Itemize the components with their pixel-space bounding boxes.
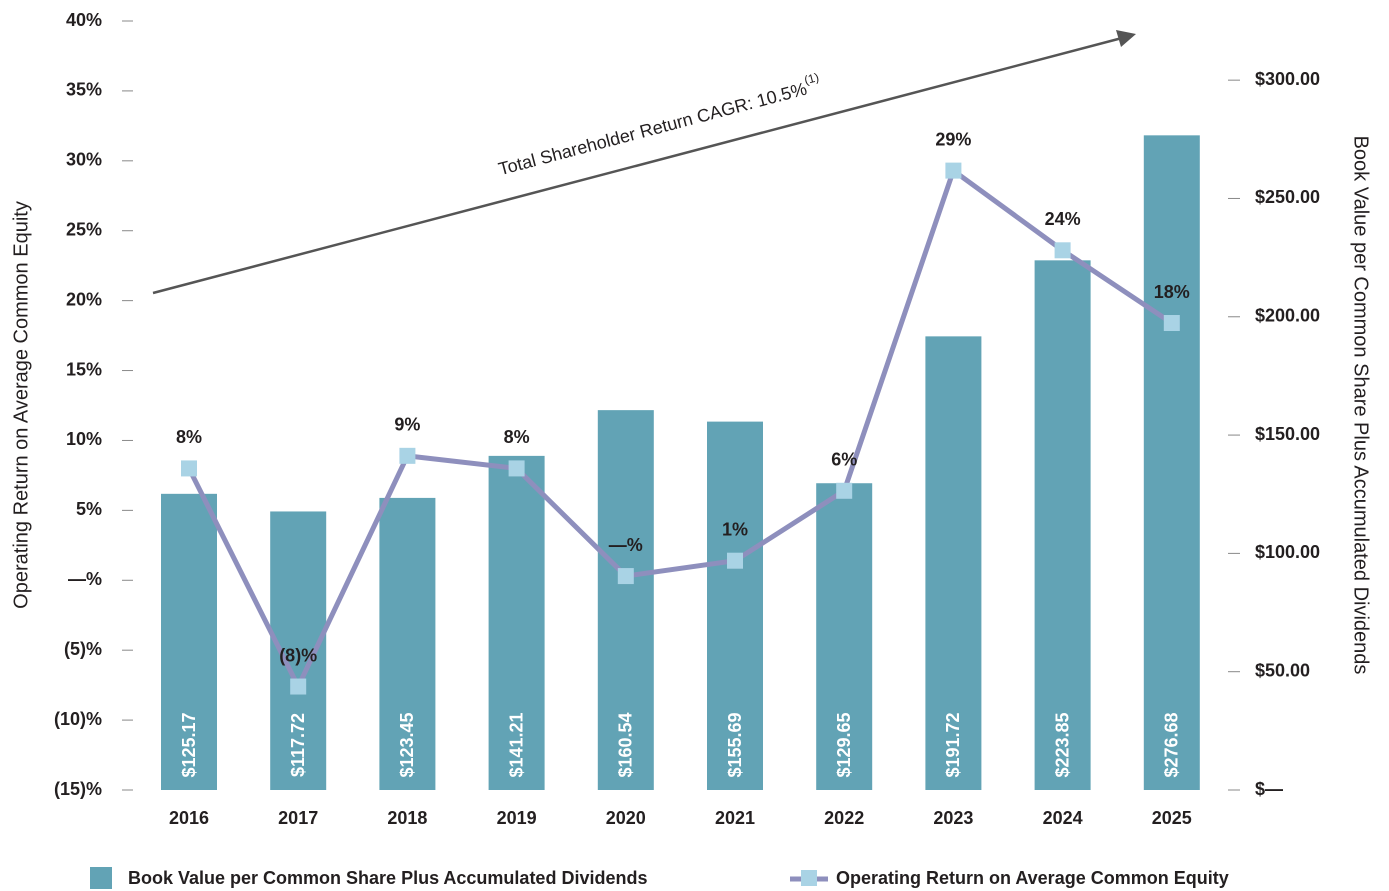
bar-value-label: $160.54	[616, 712, 636, 777]
line-value-label: 24%	[1045, 209, 1081, 229]
y2-tick-label: $100.00	[1255, 542, 1320, 562]
y2-tick-label: $200.00	[1255, 306, 1320, 326]
line	[186, 168, 1174, 690]
y-tick-label: (5)%	[64, 639, 102, 659]
line-marker	[1163, 315, 1180, 332]
bar-value-label: $276.68	[1162, 712, 1182, 777]
y-tick-label: (10)%	[54, 709, 102, 729]
bar	[707, 421, 763, 790]
line-value-label: 8%	[504, 427, 530, 447]
y-tick-label: (15)%	[54, 779, 102, 799]
x-tick-label: 2022	[824, 808, 864, 828]
line-value-label: 18%	[1154, 282, 1190, 302]
y2-tick-label: $300.00	[1255, 69, 1320, 89]
x-tick-label: 2018	[387, 808, 427, 828]
y-axis-label: Operating Return on Average Common Equit…	[10, 201, 32, 609]
line-value-label: —%	[609, 535, 643, 555]
x-tick-label: 2023	[933, 808, 973, 828]
arrow-head	[1116, 30, 1136, 47]
line-marker	[727, 552, 743, 569]
y-tick-label: 15%	[66, 359, 102, 379]
bar-value-label: $155.69	[725, 712, 745, 777]
line-value-label: 9%	[394, 415, 420, 435]
y-tick-label: 10%	[66, 429, 102, 449]
bar	[1143, 135, 1200, 791]
y-tick-label: 35%	[66, 80, 102, 100]
line-marker	[290, 678, 307, 695]
line-value-label: (8)%	[279, 645, 317, 665]
y-tick-label: 30%	[66, 150, 102, 170]
bar-value-label: $129.65	[834, 712, 854, 777]
annotation: Total Shareholder Return CAGR: 10.5%(1)	[152, 30, 1136, 295]
x-tick-label: 2016	[169, 808, 209, 828]
bar	[161, 493, 217, 790]
y-tick-label: 25%	[66, 219, 102, 239]
line-marker	[617, 568, 634, 585]
line-value-label: 1%	[722, 519, 748, 539]
y2-tick-label: $50.00	[1255, 660, 1310, 680]
bar-value-label: $191.72	[943, 712, 963, 777]
y2-tick-label: $—	[1255, 779, 1283, 799]
y-tick-label: 40%	[66, 10, 102, 30]
x-tick-label: 2021	[715, 808, 755, 828]
y-tick-label: 5%	[76, 499, 102, 519]
x-tick-label: 2024	[1043, 808, 1083, 828]
y-tick-label: 20%	[66, 289, 102, 309]
annotation-arrow	[152, 36, 1123, 295]
annotation-text: Total Shareholder Return CAGR: 10.5%(1)	[495, 70, 823, 179]
line-marker	[508, 460, 525, 477]
legend-label: Book Value per Common Share Plus Accumul…	[128, 868, 647, 888]
y2-tick-label: $250.00	[1255, 187, 1320, 207]
annotation-main: Total Shareholder Return CAGR: 10.5%	[496, 78, 809, 179]
bar-value-label: $125.17	[179, 712, 199, 777]
bar	[816, 483, 873, 790]
y2-tick-label: $150.00	[1255, 424, 1320, 444]
bar-value-label: $223.85	[1052, 712, 1072, 777]
legend-label: Operating Return on Average Common Equit…	[836, 868, 1229, 888]
legend-marker	[801, 870, 817, 886]
line-marker	[945, 162, 962, 179]
annotation-superscript: (1)	[803, 70, 821, 87]
x-tick-label: 2017	[278, 808, 318, 828]
bar	[488, 455, 545, 790]
y-tick-label: —%	[68, 569, 102, 589]
x-tick-label: 2025	[1152, 808, 1192, 828]
bar	[379, 497, 436, 790]
line-value-label: 29%	[935, 129, 971, 149]
line-marker	[181, 460, 197, 477]
line-marker	[836, 482, 853, 499]
line-marker	[399, 447, 416, 464]
bar	[1034, 260, 1091, 791]
x-tick-label: 2020	[606, 808, 646, 828]
y2-axis-label: Book Value per Common Share Plus Accumul…	[1350, 136, 1372, 675]
legend-swatch	[90, 867, 112, 889]
line-value-label: 8%	[176, 427, 202, 447]
bar-value-label: $123.45	[397, 712, 417, 777]
line-marker	[1054, 242, 1071, 259]
bar-value-label: $141.21	[506, 712, 526, 777]
x-tick-label: 2019	[497, 808, 537, 828]
bar	[925, 336, 982, 790]
bar	[597, 410, 654, 790]
bar-value-label: $117.72	[288, 713, 308, 777]
line-value-label: 6%	[831, 450, 857, 470]
